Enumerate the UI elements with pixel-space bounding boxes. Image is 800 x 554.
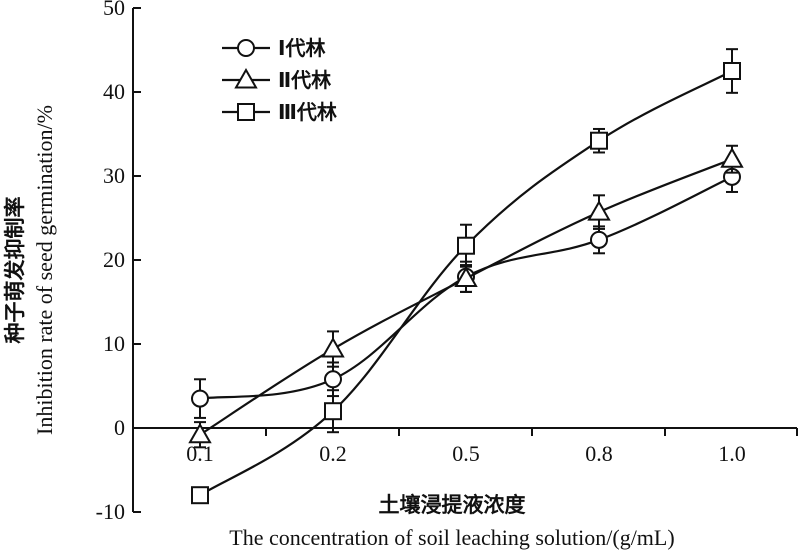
x-tick-label: 1.0: [718, 441, 746, 466]
y-axis-label-en: Inhibition rate of seed germination/%: [32, 105, 57, 435]
data-point-square: [191, 486, 209, 505]
y-tick-label: -10: [96, 499, 125, 524]
data-point-triangle: [454, 266, 478, 287]
y-tick-label: 40: [103, 79, 125, 104]
y-tick-label: 0: [114, 415, 125, 440]
legend-marker-circle: [237, 39, 255, 57]
data-point-triangle: [321, 337, 345, 358]
legend: Ⅰ代林 Ⅱ代林 Ⅲ代林: [222, 36, 337, 124]
legend-label: Ⅰ代林: [278, 36, 325, 60]
data-point-square: [324, 402, 342, 421]
data-point-square: [723, 62, 741, 80]
x-tick-label: 0.8: [585, 441, 613, 466]
series-layer: [188, 48, 744, 505]
data-point-triangle: [587, 200, 611, 221]
data-point-square: [457, 236, 475, 255]
y-tick-label: 20: [103, 247, 125, 272]
y-axis-label-cn: 种子萌发抑制率: [3, 197, 27, 345]
series-square: [191, 48, 741, 505]
legend-marker-square: [237, 103, 255, 121]
legend-label: Ⅲ代林: [278, 100, 337, 124]
data-point-circle: [191, 389, 209, 408]
x-axis-label-cn: 土壤浸提液浓度: [379, 493, 526, 517]
legend-marker-triangle: [234, 67, 258, 89]
y-tick-label: 10: [103, 331, 125, 356]
data-point-triangle: [188, 422, 212, 444]
x-tick-label: 0.2: [319, 441, 347, 466]
series-triangle: [188, 144, 744, 449]
y-tick-label: 50: [103, 0, 125, 20]
data-point-square: [590, 131, 608, 150]
data-point-triangle: [720, 147, 744, 168]
legend-item: Ⅲ代林: [222, 100, 337, 124]
legend-item: Ⅰ代林: [222, 36, 325, 60]
legend-item: Ⅱ代林: [222, 67, 331, 92]
x-tick-label: 0.5: [452, 441, 480, 466]
x-axis-label-en: The concentration of soil leaching solut…: [229, 525, 674, 550]
data-point-circle: [324, 370, 342, 389]
legend-label: Ⅱ代林: [278, 68, 331, 92]
y-tick-label: 30: [103, 163, 125, 188]
data-point-circle: [590, 230, 608, 249]
